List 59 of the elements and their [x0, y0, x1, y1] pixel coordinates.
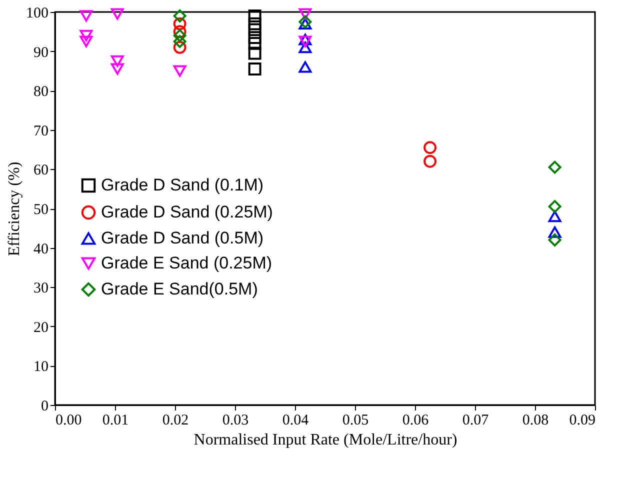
x-tick-label: 0.08 [522, 412, 549, 428]
point [548, 226, 562, 238]
point [298, 18, 312, 30]
y-tick-label: 80 [34, 84, 48, 100]
point [173, 40, 186, 54]
x-tick-label: 0.09 [569, 412, 596, 428]
y-tick-label: 70 [34, 123, 48, 140]
legend-label: Grade E Sand(0.5M) [101, 280, 258, 298]
point [80, 10, 93, 22]
point [110, 55, 124, 67]
legend-label: Grade E Sand (0.25M) [101, 254, 272, 272]
x-tick-label: 0.00 [56, 412, 82, 428]
point [548, 200, 562, 214]
y-tick-label: 90 [34, 44, 48, 61]
y-tick-label: 0 [41, 398, 48, 414]
point [424, 141, 436, 154]
x-tick-label: 0.04 [282, 412, 310, 428]
legend-label: Grade D Sand (0.25M) [101, 202, 273, 222]
point [80, 30, 93, 42]
point [248, 31, 262, 44]
x-tick-label: 0.02 [162, 412, 189, 428]
point [248, 9, 262, 22]
y-axis-title: Efficiency (%) [6, 162, 23, 256]
point [173, 9, 186, 22]
point [548, 233, 562, 246]
y-tick-label: 60 [34, 162, 48, 179]
point [173, 29, 186, 42]
point [298, 8, 312, 20]
x-axis-title: Normalised Input Rate (Mole/Litre/hour) [194, 432, 458, 448]
point [110, 63, 124, 75]
y-tick-label: 40 [34, 241, 48, 258]
x-tick-label: 0.01 [102, 412, 129, 428]
point [110, 8, 124, 20]
point [548, 210, 562, 222]
x-tick-label: 0.07 [462, 412, 490, 428]
point [548, 160, 562, 174]
x-tick-label: 0.06 [402, 412, 430, 428]
point [248, 17, 262, 30]
legend-label: Grade D Sand (0.1M) [101, 176, 264, 194]
y-tick-label: 50 [34, 202, 48, 218]
point [298, 61, 312, 73]
point [248, 23, 262, 36]
point [173, 17, 186, 30]
y-tick-label: 10 [34, 359, 48, 376]
point [173, 65, 186, 77]
point [248, 36, 262, 50]
point [173, 25, 186, 38]
legend-label: Grade D Sand (0.5M) [101, 228, 264, 248]
y-tick-label: 30 [34, 280, 48, 297]
x-tick-label: 0.05 [342, 412, 369, 428]
point [248, 62, 262, 76]
point [173, 35, 186, 48]
x-tick-label: 0.03 [222, 412, 249, 428]
y-tick-label: 20 [34, 320, 48, 336]
y-tick-label: 100 [26, 6, 48, 22]
point [80, 36, 93, 48]
point [248, 46, 262, 60]
point [424, 154, 436, 168]
point [298, 42, 312, 54]
